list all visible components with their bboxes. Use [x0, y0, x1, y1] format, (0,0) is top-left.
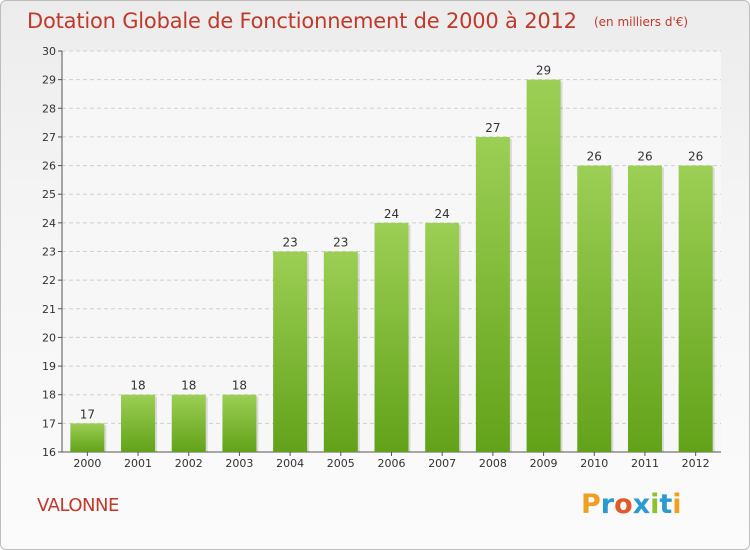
x-tick-label: 2008 [479, 457, 507, 470]
y-tick-label: 16 [42, 446, 56, 459]
logo-letter: P [581, 489, 601, 520]
y-tick-label: 26 [42, 160, 56, 173]
chart-title-row: Dotation Globale de Fonctionnement de 20… [27, 9, 688, 39]
y-tick-label: 29 [42, 74, 56, 87]
logo-letter: t [659, 489, 673, 520]
bar [171, 394, 206, 452]
y-tick-label: 19 [42, 360, 56, 373]
y-tick-label: 17 [42, 417, 56, 430]
y-tick-label: 22 [42, 274, 56, 287]
bar-value-label: 18 [181, 379, 196, 393]
x-tick-label: 2003 [225, 457, 253, 470]
bar [222, 394, 257, 452]
y-tick-label: 21 [42, 303, 56, 316]
y-tick-label: 23 [42, 246, 56, 259]
x-tick-label: 2004 [276, 457, 304, 470]
bar [526, 79, 561, 453]
logo-letter: i [672, 489, 682, 520]
bar-value-label: 17 [80, 407, 95, 421]
y-tick-label: 30 [42, 45, 56, 58]
x-tick-label: 2010 [580, 457, 608, 470]
y-tick-label: 27 [42, 131, 56, 144]
bar [425, 222, 460, 452]
proxiti-logo[interactable]: Proxiti [581, 489, 682, 520]
x-tick-label: 2005 [327, 457, 355, 470]
bar-value-label: 23 [333, 236, 348, 250]
bar [121, 394, 156, 452]
bar [577, 165, 612, 453]
bar-value-label: 26 [637, 150, 652, 164]
bar [627, 165, 662, 453]
bar-value-label: 26 [688, 150, 703, 164]
logo-letter: o [614, 489, 633, 520]
bar-value-label: 29 [536, 64, 551, 78]
x-tick-label: 2011 [631, 457, 659, 470]
y-tick-label: 28 [42, 102, 56, 115]
bar-value-label: 18 [130, 379, 145, 393]
x-tick-label: 2006 [378, 457, 406, 470]
chart-unit: (en milliers d'€) [593, 15, 689, 29]
logo-letter: i [650, 489, 660, 520]
bar [475, 136, 510, 452]
bar-value-label: 26 [587, 150, 602, 164]
x-tick-label: 2002 [175, 457, 203, 470]
bar [70, 423, 105, 452]
x-tick-label: 2009 [530, 457, 558, 470]
logo-letter: x [632, 489, 651, 520]
x-tick-label: 2007 [428, 457, 456, 470]
bar-value-label: 24 [435, 207, 450, 221]
bar-value-label: 18 [232, 379, 247, 393]
bar [374, 222, 409, 452]
x-tick-label: 2012 [682, 457, 710, 470]
x-tick-label: 2000 [73, 457, 101, 470]
x-tick-label: 2001 [124, 457, 152, 470]
bar-value-label: 23 [282, 236, 297, 250]
logo-letter: r [600, 489, 615, 520]
bar [678, 165, 713, 453]
bar-value-label: 27 [485, 121, 500, 135]
chart-title: Dotation Globale de Fonctionnement de 20… [27, 9, 577, 33]
bar [323, 251, 358, 452]
y-tick-label: 24 [42, 217, 56, 230]
commune-name: VALONNE [37, 495, 119, 516]
y-tick-label: 25 [42, 188, 56, 201]
bar [273, 251, 308, 452]
bar-value-label: 24 [384, 207, 399, 221]
y-tick-label: 20 [42, 331, 56, 344]
y-tick-label: 18 [42, 389, 56, 402]
